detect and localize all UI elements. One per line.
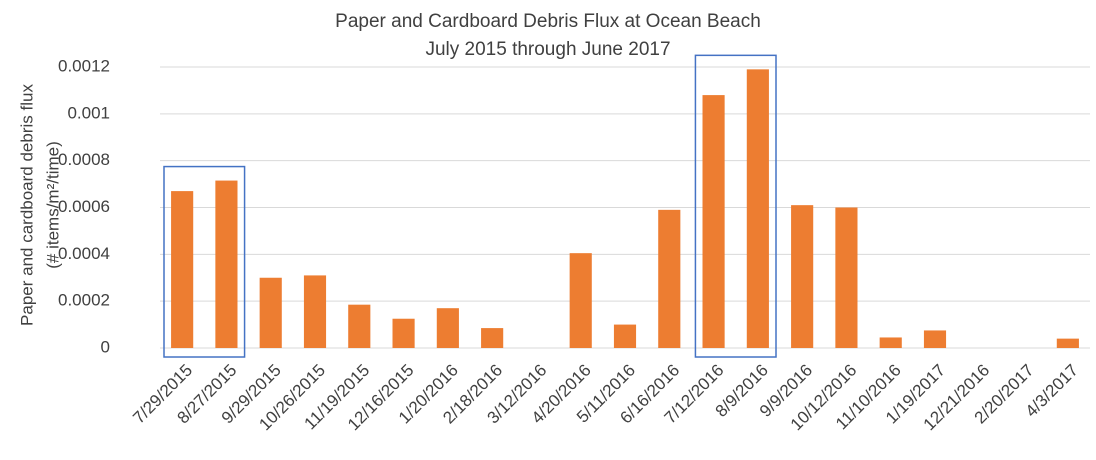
bar — [746, 69, 769, 348]
y-axis-label: (# items/m²/time) — [43, 141, 62, 269]
bar — [835, 207, 858, 348]
y-axis-label: Paper and cardboard debris flux — [17, 84, 36, 326]
chart-subtitle: July 2015 through June 2017 — [425, 39, 670, 60]
bar — [1056, 338, 1079, 348]
y-tick-label: 0.001 — [67, 103, 110, 122]
bar — [923, 330, 947, 348]
chart-title: Paper and Cardboard Debris Flux at Ocean… — [335, 11, 761, 32]
bar — [348, 304, 371, 348]
y-tick-label: 0.0012 — [58, 56, 110, 75]
bar — [658, 209, 681, 348]
bar — [791, 205, 814, 348]
y-tick-label: 0.0004 — [58, 244, 110, 263]
highlight-box — [163, 165, 246, 358]
y-tick-label: 0.0008 — [58, 150, 110, 169]
bar — [303, 275, 327, 348]
bar — [613, 324, 637, 348]
highlight-box — [694, 54, 777, 358]
bar — [436, 308, 459, 348]
bar — [879, 337, 902, 348]
bar — [569, 253, 592, 348]
bar — [481, 328, 504, 348]
bar — [171, 191, 194, 348]
bar — [702, 95, 725, 348]
y-tick-label: 0 — [101, 337, 110, 356]
y-tick-label: 0.0006 — [58, 197, 110, 216]
bar — [259, 277, 282, 348]
bar — [392, 318, 415, 348]
y-tick-label: 0.0002 — [58, 291, 110, 310]
bar — [215, 180, 238, 348]
